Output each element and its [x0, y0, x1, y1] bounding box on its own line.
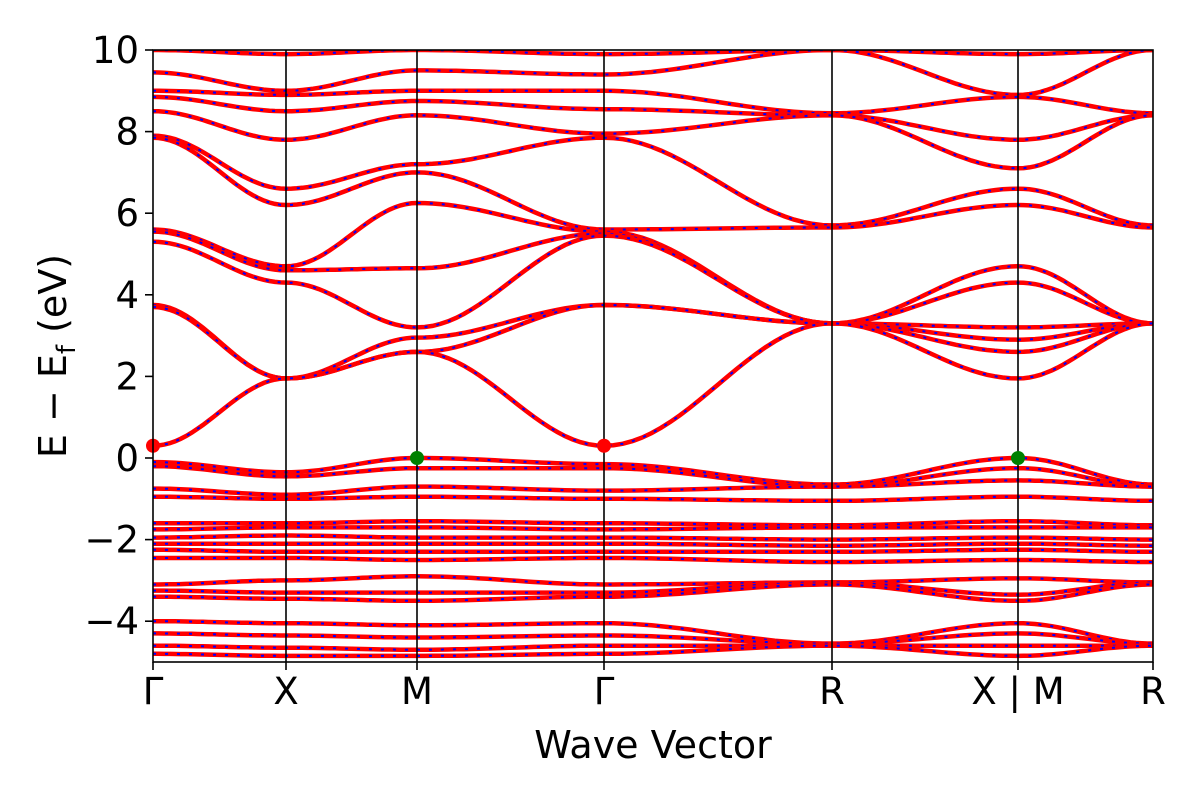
y-axis-label: E − Ef (eV) [31, 254, 82, 458]
band-16-line [153, 494, 1153, 504]
plot-frame [152, 49, 1154, 663]
band-22-line [153, 555, 1153, 565]
band-6-dash [153, 136, 1153, 231]
y-tick-label-4: 2 [115, 355, 139, 398]
y-tick-label-6: −2 [84, 519, 139, 562]
x-tick-label-2: M [401, 670, 433, 713]
band-19-line [153, 533, 1153, 542]
band-11-line [153, 302, 1153, 381]
y-axis-label-unit: (eV) [31, 254, 75, 345]
band-10-line [153, 302, 1153, 381]
band-5-line [153, 133, 1153, 228]
x-tick-label-6: R [1140, 670, 1166, 713]
marker-vbm-2 [410, 451, 424, 465]
band-1-line [153, 50, 1153, 98]
band-12-line [153, 321, 1153, 449]
y-axis-ticks: 10 8 6 4 2 0 −2 −4 [84, 29, 153, 643]
x-axis-ticks: Γ X M Γ R X | M R [143, 662, 1166, 713]
y-tick-label-0: 10 [92, 29, 139, 72]
y-axis-label-main: E − E [31, 354, 75, 458]
band-15-line [153, 478, 1153, 497]
x-tick-label-4: R [819, 670, 845, 713]
y-tick-label-3: 4 [115, 274, 139, 317]
band-10-dash [153, 303, 1153, 380]
band-12-dash [153, 322, 1153, 447]
y-tick-label-1: 8 [115, 111, 139, 154]
band-18-line [153, 525, 1153, 532]
band-21-line [153, 547, 1153, 555]
x-axis-label: Wave Vector [534, 723, 772, 767]
band-11-dash [153, 303, 1153, 380]
y-tick-label-5: 0 [115, 437, 139, 480]
band-17-line [153, 518, 1153, 528]
band-20-line [153, 541, 1153, 548]
y-tick-label-2: 6 [115, 192, 139, 235]
kpoint-lines [285, 50, 1019, 662]
bands-layer [153, 50, 1153, 659]
marker-cbm-1 [597, 438, 611, 453]
x-tick-label-3: Γ [594, 670, 615, 713]
x-tick-label-1: X [273, 670, 298, 713]
band-28-line [153, 643, 1153, 653]
x-tick-label-0: Γ [143, 670, 164, 713]
band-23-line [153, 574, 1153, 587]
band-27-line [153, 631, 1153, 646]
y-tick-label-7: −4 [84, 600, 139, 643]
band-6-line [153, 135, 1153, 232]
marker-vbm-3 [1011, 451, 1025, 465]
y-axis-label-sub: f [52, 344, 82, 354]
x-tick-label-5: X | M [971, 670, 1064, 713]
